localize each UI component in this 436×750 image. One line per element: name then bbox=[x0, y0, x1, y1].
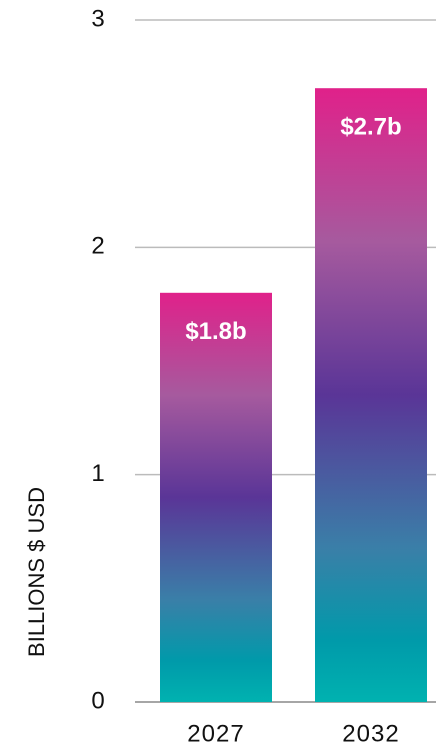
x-tick-label: 2027 bbox=[187, 720, 244, 747]
y-axis-label: BILLIONS $ USD bbox=[24, 487, 49, 657]
data-label: $1.8b bbox=[185, 318, 246, 345]
x-tick-label: 2032 bbox=[342, 720, 399, 747]
data-label: $2.7b bbox=[340, 114, 401, 141]
bar bbox=[315, 88, 427, 702]
y-tick-label: 3 bbox=[91, 5, 104, 32]
bar bbox=[160, 292, 272, 702]
y-tick-label: 2 bbox=[91, 233, 104, 260]
y-tick-label: 0 bbox=[91, 687, 104, 714]
y-tick-label: 1 bbox=[91, 460, 104, 487]
